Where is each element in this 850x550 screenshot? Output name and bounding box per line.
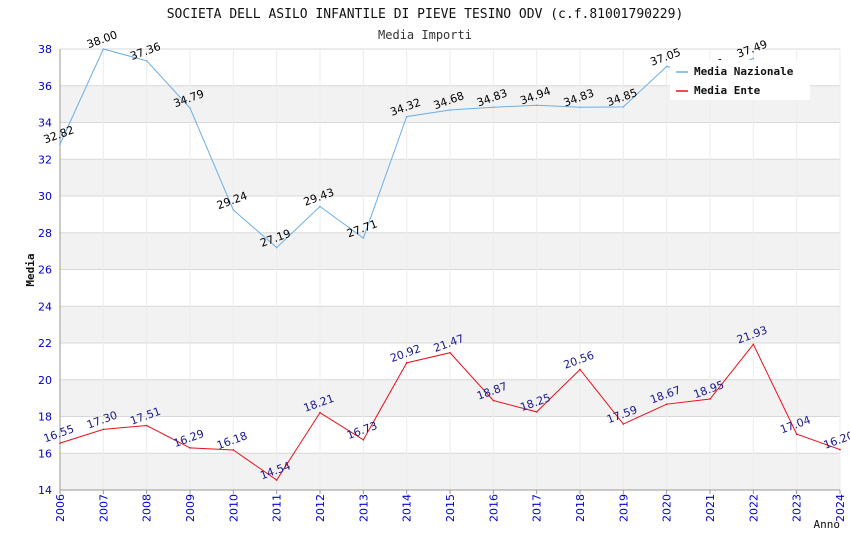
y-tick-label: 14	[38, 484, 52, 497]
data-point	[362, 237, 365, 239]
y-axis-title: Media	[24, 253, 37, 286]
x-tick-label: 2011	[271, 494, 284, 522]
data-point	[145, 424, 148, 427]
data-point	[59, 442, 61, 444]
series-lines	[59, 48, 841, 481]
x-tick-label: 2020	[661, 494, 674, 522]
y-tick-label: 22	[38, 337, 52, 350]
data-point	[535, 104, 538, 107]
data-point	[492, 399, 495, 402]
data-label: 37.36	[128, 40, 162, 63]
x-tick-label: 2009	[184, 494, 197, 522]
data-point	[102, 48, 105, 50]
data-point	[492, 106, 495, 109]
data-point	[145, 59, 148, 62]
x-tick-label: 2012	[314, 494, 327, 522]
legend-label-media-nazionale: Media Nazionale	[694, 65, 794, 78]
y-tick-label: 24	[38, 300, 52, 313]
y-tick-label: 28	[38, 227, 52, 240]
data-point	[665, 403, 668, 405]
y-tick-label: 18	[38, 411, 52, 424]
y-tick-label: 16	[38, 447, 52, 460]
data-point	[232, 209, 235, 211]
data-point	[579, 368, 581, 371]
data-point	[275, 479, 278, 481]
chart-title: SOCIETA DELL ASILO INFANTILE DI PIEVE TE…	[167, 7, 684, 22]
x-tick-label: 2008	[141, 494, 154, 522]
data-point	[189, 107, 191, 109]
x-tick-label: 2013	[357, 494, 370, 522]
data-point	[275, 246, 278, 249]
gridlines	[59, 48, 841, 491]
y-tick-label: 20	[38, 374, 52, 387]
data-point	[579, 106, 581, 109]
data-label: 16.55	[42, 422, 76, 445]
x-axis-title: Anno	[814, 518, 841, 531]
y-tick-label: 26	[38, 264, 52, 277]
data-label: 38.00	[85, 28, 119, 51]
y-tick-label: 30	[38, 190, 52, 203]
y-tick-label: 34	[38, 117, 52, 130]
y-tick-labels: 14 16 18 20 22 24 26 28 30 32 34 36 38	[38, 43, 52, 497]
x-tick-label: 2015	[444, 494, 457, 522]
data-point	[405, 362, 408, 364]
x-tick-label: 2021	[704, 494, 717, 522]
data-point	[319, 411, 321, 414]
data-point	[535, 411, 538, 413]
data-point	[362, 439, 365, 441]
data-point	[839, 448, 841, 451]
x-tick-labels: 2006 2007 2008 2009 2010 2011 2012 2013 2014 2015…	[54, 490, 847, 522]
y-tick-label: 36	[38, 80, 52, 93]
data-point	[622, 106, 625, 108]
legend: Media Nazionale Media Ente	[670, 60, 810, 100]
legend-box	[670, 60, 810, 100]
data-point	[102, 428, 105, 431]
data-point	[319, 205, 321, 208]
x-tick-label: 2024	[834, 494, 847, 522]
data-label: 16.29	[172, 427, 206, 450]
data-point	[449, 109, 451, 111]
x-tick-label: 2018	[574, 494, 587, 522]
data-point	[795, 433, 798, 435]
data-point	[232, 449, 235, 451]
data-point	[59, 143, 61, 145]
legend-label-media-ente: Media Ente	[694, 84, 761, 97]
data-point	[709, 398, 711, 400]
data-point	[665, 65, 668, 68]
data-point	[449, 351, 451, 354]
x-tick-label: 2017	[531, 494, 544, 522]
data-point	[405, 115, 408, 118]
x-tick-label: 2007	[97, 494, 110, 522]
data-point	[622, 423, 625, 425]
chart-subtitle: Media Importi	[378, 28, 472, 42]
data-point	[189, 447, 191, 449]
x-tick-label: 2019	[617, 494, 630, 522]
x-tick-label: 2014	[401, 494, 414, 522]
data-label: 16.18	[215, 429, 249, 452]
data-label: 20.92	[388, 342, 422, 365]
data-point	[752, 343, 755, 346]
data-label: 20.56	[562, 349, 596, 372]
data-point	[752, 57, 755, 60]
y-tick-label: 32	[38, 153, 52, 166]
y-tick-label: 38	[38, 43, 52, 56]
data-label: 37.49	[735, 38, 769, 61]
x-tick-label: 2023	[791, 494, 804, 522]
x-tick-label: 2006	[54, 494, 67, 522]
x-tick-label: 2022	[747, 494, 760, 522]
x-tick-label: 2010	[227, 494, 240, 522]
x-tick-label: 2016	[487, 494, 500, 522]
